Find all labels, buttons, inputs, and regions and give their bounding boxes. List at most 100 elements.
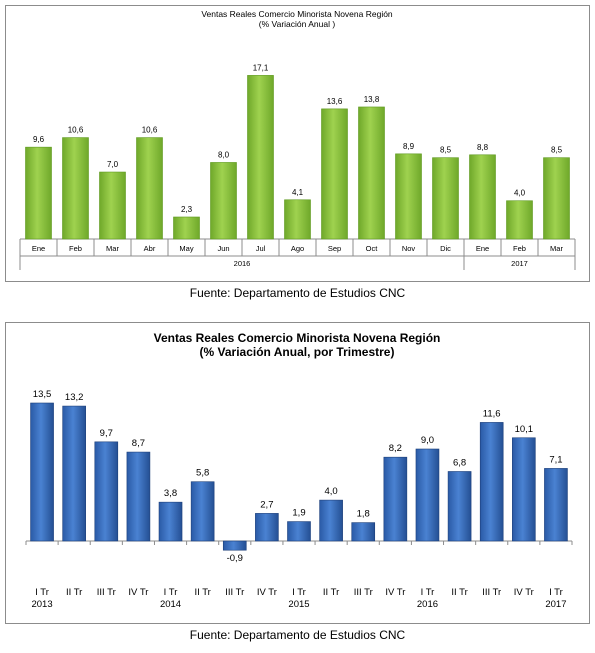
chart1-category-label: Ene: [476, 244, 489, 253]
chart2-bar: [351, 522, 376, 542]
chart2-value-label: 13,5: [33, 389, 52, 400]
source-note-bottom: Fuente: Departamento de Estudios CNC: [189, 628, 406, 642]
chart2-category-label: III Tr: [225, 587, 244, 598]
chart2-bar: [255, 513, 279, 542]
chart2-category-label: I Tr: [292, 587, 306, 598]
chart1-category-label: Ago: [291, 244, 304, 253]
chart2-value-label: 13,2: [65, 392, 84, 403]
chart2-value-label: 5,8: [196, 468, 209, 479]
chart2-value-label: 9,0: [421, 435, 434, 446]
chart2-bar: [287, 521, 311, 542]
chart1-category-label: Sep: [328, 244, 341, 253]
chart2-bar: [126, 451, 151, 542]
chart2-category-label: IV Tr: [385, 587, 405, 598]
chart1-category-label: May: [179, 244, 193, 253]
chart1-value-label: 17,1: [253, 63, 269, 72]
chart1-value-label: 4,1: [292, 188, 304, 197]
chart1-category-label: Dic: [440, 244, 451, 253]
chart2-year-label: 2014: [160, 599, 181, 610]
chart2-category-label: II Tr: [66, 587, 82, 598]
chart2-bar: [190, 481, 215, 542]
chart1-category-label: Abr: [144, 244, 156, 253]
quarterly-sales-chart: Ventas Reales Comercio Minorista Novena …: [25, 331, 573, 610]
chart1-subtitle: (% Variación Anual ): [259, 19, 336, 29]
chart1-value-label: 8,5: [440, 146, 452, 155]
chart1-bar: [543, 157, 570, 240]
chart1-bar: [506, 200, 533, 240]
chart1-value-label: 13,8: [364, 95, 380, 104]
chart1-bar: [210, 162, 237, 240]
chart1-bar: [321, 108, 348, 240]
chart1-category-label: Jul: [256, 244, 266, 253]
chart2-bar: [544, 468, 568, 542]
chart1-category-label: Mar: [550, 244, 563, 253]
chart1-bar: [395, 153, 422, 240]
chart2-value-label: 3,8: [164, 488, 177, 499]
chart2-value-label: 4,0: [325, 486, 338, 497]
chart2-title: Ventas Reales Comercio Minorista Novena …: [154, 331, 441, 345]
chart1-value-label: 8,5: [551, 146, 563, 155]
chart2-bar: [447, 471, 472, 542]
chart1-group-label: 2017: [511, 259, 528, 268]
chart1-category-label: Nov: [402, 244, 416, 253]
chart2-category-label: I Tr: [549, 587, 563, 598]
chart1-category-label: Mar: [106, 244, 119, 253]
chart1-value-label: 13,6: [327, 97, 343, 106]
chart1-value-label: 2,3: [181, 205, 193, 214]
monthly-sales-chart: Ventas Reales Comercio Minorista Novena …: [19, 9, 576, 270]
source-note-top: Fuente: Departamento de Estudios CNC: [189, 286, 406, 300]
chart1-category-label: Feb: [513, 244, 526, 253]
chart2-category-label: III Tr: [354, 587, 373, 598]
chart1-bar: [99, 171, 126, 240]
chart2-value-label: 1,8: [357, 509, 370, 520]
chart1-bar: [284, 199, 311, 240]
chart2-subtitle: (% Variación Anual, por Trimestre): [200, 345, 395, 359]
chart2-bar: [222, 540, 247, 551]
chart1-title: Ventas Reales Comercio Minorista Novena …: [201, 9, 393, 19]
chart2-year-label: 2017: [545, 599, 566, 610]
chart1-bar: [469, 154, 496, 240]
chart1-bar: [136, 137, 163, 240]
chart2-category-label: III Tr: [97, 587, 116, 598]
chart1-category-label: Jun: [217, 244, 229, 253]
chart1-bar: [358, 106, 385, 240]
chart2-value-label: 7,1: [549, 454, 562, 465]
chart1-value-label: 8,8: [477, 143, 489, 152]
chart2-value-label: 8,2: [389, 443, 402, 454]
chart2-category-label: II Tr: [323, 587, 339, 598]
chart2-year-label: 2015: [288, 599, 309, 610]
chart2-category-label: I Tr: [421, 587, 435, 598]
chart1-value-label: 8,9: [403, 142, 415, 151]
chart2-category-label: I Tr: [35, 587, 49, 598]
chart2-value-label: 6,8: [453, 457, 466, 468]
chart2-bar: [158, 501, 183, 542]
chart2-value-label: 10,1: [515, 424, 534, 435]
chart2-bar: [512, 437, 536, 542]
chart1-value-label: 4,0: [514, 189, 526, 198]
chart2-category-label: IV Tr: [257, 587, 277, 598]
chart2-category-label: III Tr: [482, 587, 501, 598]
chart2-category-label: II Tr: [194, 587, 210, 598]
chart2-year-label: 2016: [417, 599, 438, 610]
chart2-value-label: 1,9: [292, 508, 305, 519]
chart1-category-label: Ene: [32, 244, 45, 253]
chart2-category-label: II Tr: [451, 587, 467, 598]
chart1-value-label: 8,0: [218, 150, 230, 159]
chart1-bar: [432, 157, 459, 240]
chart2-value-label: -0,9: [227, 553, 243, 564]
chart2-bar: [62, 405, 86, 542]
chart2-bar: [319, 499, 343, 542]
chart2-bar: [30, 402, 54, 542]
chart1-category-label: Feb: [69, 244, 82, 253]
chart2-bar: [383, 456, 408, 542]
chart2-bar: [415, 448, 440, 542]
chart1-bar: [62, 137, 89, 240]
chart2-category-label: I Tr: [164, 587, 178, 598]
chart1-bar: [173, 216, 200, 240]
chart2-category-label: IV Tr: [514, 587, 534, 598]
chart1-value-label: 9,6: [33, 135, 45, 144]
chart2-category-label: IV Tr: [128, 587, 148, 598]
chart1-value-label: 10,6: [68, 126, 84, 135]
chart1-bar: [25, 146, 52, 240]
chart2-value-label: 2,7: [260, 499, 273, 510]
